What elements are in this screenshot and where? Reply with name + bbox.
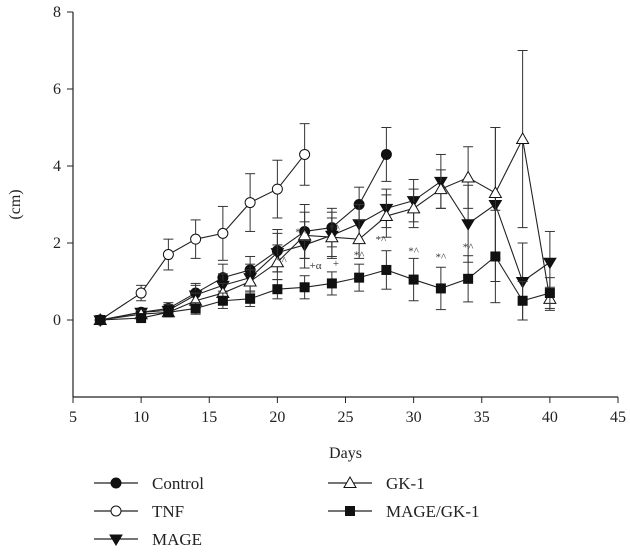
data-point bbox=[299, 282, 310, 293]
legend-label: Control bbox=[152, 474, 204, 493]
legend-item-mage-gk-1: MAGE/GK-1 bbox=[328, 502, 480, 521]
data-point bbox=[95, 315, 106, 325]
significance-annotation: *^ bbox=[376, 234, 388, 246]
x-tick-label: 15 bbox=[201, 409, 217, 426]
data-point bbox=[325, 230, 339, 243]
x-axis-title: Days bbox=[329, 445, 362, 462]
x-tick-label: 35 bbox=[474, 409, 490, 426]
data-point bbox=[515, 132, 530, 145]
data-point bbox=[326, 278, 337, 289]
data-point bbox=[217, 227, 229, 239]
data-point bbox=[435, 283, 446, 294]
x-tick-label: 5 bbox=[69, 409, 77, 426]
legend: Control TNF MAGE GK-1 MAGE/GK-1 bbox=[94, 474, 480, 549]
significance-annotation: *^ bbox=[354, 249, 366, 261]
y-tick-label: 8 bbox=[53, 4, 61, 21]
legend-item-gk-1: GK-1 bbox=[328, 474, 425, 493]
series-line bbox=[100, 137, 551, 321]
significance-annotation: +α bbox=[310, 260, 322, 272]
significance-annotation: + bbox=[333, 258, 339, 270]
y-tick-label: 6 bbox=[53, 81, 61, 98]
significance-annotation: *^ bbox=[436, 251, 448, 263]
data-point bbox=[408, 274, 419, 285]
data-point bbox=[270, 255, 285, 268]
x-tick-label: 30 bbox=[406, 409, 422, 426]
legend-label: MAGE/GK-1 bbox=[386, 502, 480, 521]
data-point bbox=[544, 288, 555, 299]
data-point bbox=[379, 209, 394, 222]
data-point bbox=[434, 182, 448, 195]
significance-annotation: *^ bbox=[295, 226, 307, 238]
data-point bbox=[406, 201, 421, 214]
legend-label: MAGE bbox=[152, 530, 202, 549]
data-point bbox=[297, 228, 312, 241]
data-point bbox=[190, 233, 202, 245]
data-point bbox=[380, 148, 392, 160]
data-point bbox=[463, 273, 474, 284]
data-point bbox=[190, 303, 201, 314]
data-point bbox=[271, 183, 283, 195]
x-tick-label: 45 bbox=[610, 409, 626, 426]
x-tick-label: 20 bbox=[269, 409, 285, 426]
series-mage-gk-1 bbox=[95, 209, 555, 325]
data-point bbox=[244, 197, 256, 209]
significance-annotation: *^ bbox=[408, 246, 420, 258]
annotations: *^ *^ +α *^ + *^ *^ *^ *^ *^ bbox=[276, 222, 474, 272]
y-tick-label: 0 bbox=[53, 312, 61, 329]
axis-ticks: 5 10 15 20 25 30 35 40 45 0 2 4 6 8 bbox=[53, 4, 626, 426]
data-point bbox=[162, 249, 174, 261]
data-point bbox=[542, 257, 557, 270]
data-point bbox=[488, 185, 503, 198]
significance-annotation: *^ bbox=[329, 222, 341, 234]
data-point bbox=[352, 232, 366, 245]
legend-marker bbox=[343, 475, 357, 488]
legend-marker bbox=[110, 505, 122, 517]
data-point bbox=[136, 313, 147, 324]
plot-frame bbox=[72, 12, 618, 398]
y-tick-label: 2 bbox=[53, 235, 61, 252]
data-point bbox=[517, 295, 528, 306]
data-point bbox=[381, 264, 392, 275]
legend-label: GK-1 bbox=[386, 474, 425, 493]
legend-label: TNF bbox=[152, 502, 184, 521]
data-point bbox=[135, 287, 147, 299]
significance-annotation: *^ bbox=[276, 255, 288, 267]
data-point bbox=[217, 295, 228, 306]
legend-item-control: Control bbox=[94, 474, 204, 493]
significance-annotation: *^ bbox=[463, 242, 475, 254]
series-gk-1 bbox=[93, 50, 557, 325]
legend-marker bbox=[345, 506, 355, 516]
x-tick-label: 10 bbox=[133, 409, 149, 426]
data-point bbox=[163, 307, 174, 318]
data-point bbox=[461, 219, 476, 231]
data-point bbox=[245, 293, 256, 304]
y-tick-label: 4 bbox=[53, 158, 61, 175]
series-layer bbox=[93, 50, 557, 327]
data-point bbox=[272, 284, 283, 295]
data-point bbox=[354, 272, 365, 283]
data-point bbox=[490, 251, 501, 262]
legend-marker bbox=[109, 534, 123, 546]
legend-item-mage: MAGE bbox=[94, 530, 202, 549]
series-line bbox=[99, 154, 306, 321]
data-point bbox=[461, 170, 475, 183]
y-axis-title: (cm) bbox=[7, 189, 24, 219]
data-point bbox=[299, 148, 311, 160]
x-tick-label: 25 bbox=[338, 409, 354, 426]
data-point bbox=[243, 274, 257, 287]
legend-item-tnf: TNF bbox=[94, 502, 184, 521]
legend-marker bbox=[110, 477, 122, 489]
series-mage bbox=[93, 127, 557, 327]
x-tick-label: 40 bbox=[542, 409, 558, 426]
